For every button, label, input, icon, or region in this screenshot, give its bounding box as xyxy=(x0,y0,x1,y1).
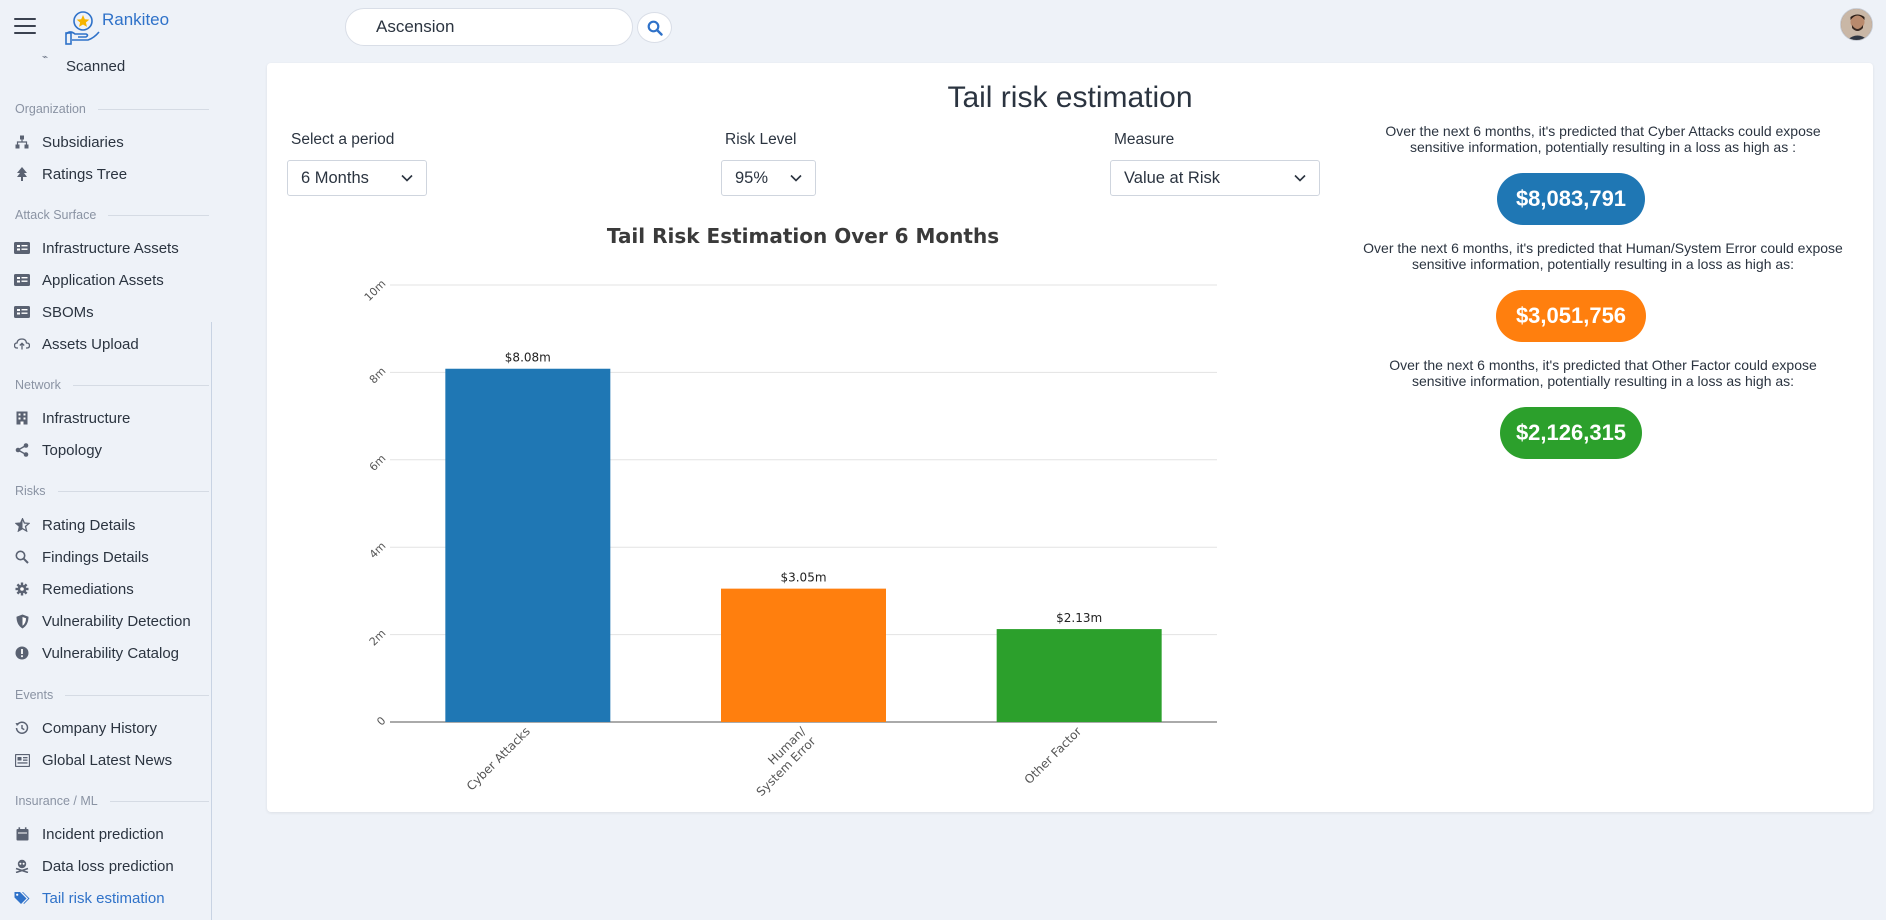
cloud-upload-icon xyxy=(14,336,30,352)
app-name: Rankiteo xyxy=(102,10,170,29)
app-logo[interactable]: Rankiteo xyxy=(64,6,174,48)
prediction-text-other-factor: Over the next 6 months, it's predicted t… xyxy=(1389,357,1817,389)
section-events: Events xyxy=(15,688,209,702)
period-select[interactable]: 6 Months xyxy=(287,160,427,196)
period-value: 6 Months xyxy=(301,168,369,187)
sidebar-item-infrastructure[interactable]: Infrastructure xyxy=(14,406,130,430)
prediction-amount-cyber-attacks: $8,083,791 xyxy=(1497,173,1645,225)
logo-icon xyxy=(65,11,100,45)
search-icon xyxy=(647,20,663,36)
list-card-icon xyxy=(14,304,30,320)
sidebar-item-tail-risk-estimation[interactable]: Tail risk estimation xyxy=(14,886,165,910)
sidebar-item-application-assets[interactable]: Application Assets xyxy=(14,268,164,292)
prediction-text-human-system-error: Over the next 6 months, it's predicted t… xyxy=(1363,240,1843,272)
risk-level-select[interactable]: 95% xyxy=(721,160,816,196)
sidebar-item-findings-details[interactable]: Findings Details xyxy=(14,545,149,569)
sidebar-item-infrastructure-assets[interactable]: Infrastructure Assets xyxy=(14,236,179,260)
y-tick-label: 10m xyxy=(362,277,389,304)
x-tick-label: Cyber Attacks xyxy=(464,724,533,793)
sidebar-item-data-loss-prediction[interactable]: Data loss prediction xyxy=(14,854,174,878)
section-network: Network xyxy=(15,378,209,392)
sidebar-item-topology[interactable]: Topology xyxy=(14,438,102,462)
section-attack-surface: Attack Surface xyxy=(15,208,209,222)
data-label: $3.05m xyxy=(780,571,826,585)
y-tick-label: 2m xyxy=(367,627,389,649)
prediction-text-cyber-attacks: Over the next 6 months, it's predicted t… xyxy=(1385,123,1821,155)
data-label: $8.08m xyxy=(505,351,551,365)
magnifier-icon xyxy=(14,549,30,565)
measure-value: Value at Risk xyxy=(1124,168,1220,187)
gear-icon xyxy=(14,581,30,597)
building-icon xyxy=(14,410,30,426)
x-tick-label: Other Factor xyxy=(1022,724,1085,787)
skull-crossbones-icon xyxy=(14,858,30,874)
section-insurance-ml: Insurance / ML xyxy=(15,794,209,808)
chart-title: Tail Risk Estimation Over 6 Months xyxy=(607,224,999,248)
alert-circle-icon xyxy=(14,645,30,661)
history-icon xyxy=(14,720,30,736)
newspaper-icon xyxy=(14,752,30,768)
sidebar-item-subsidiaries[interactable]: Subsidiaries xyxy=(14,130,124,154)
sidebar: ⌁ Scanned Organization Subsidiaries Rati… xyxy=(0,48,214,920)
period-label: Select a period xyxy=(291,131,395,148)
list-card-icon xyxy=(14,240,30,256)
share-icon xyxy=(14,442,30,458)
prediction-amount-other-factor: $2,126,315 xyxy=(1500,407,1642,459)
user-avatar[interactable] xyxy=(1840,8,1873,41)
sidebar-item-ratings-tree[interactable]: Ratings Tree xyxy=(14,162,127,186)
chevron-down-icon xyxy=(401,174,413,182)
y-tick-label: 6m xyxy=(367,452,389,474)
search-button[interactable] xyxy=(637,12,672,43)
bar xyxy=(445,368,611,722)
risk-level-label: Risk Level xyxy=(725,131,797,148)
scan-icon: ⌁ xyxy=(42,52,49,63)
sidebar-item-company-history[interactable]: Company History xyxy=(14,716,157,740)
search-input[interactable] xyxy=(345,8,633,46)
tags-icon xyxy=(14,890,30,906)
sidebar-item-remediations[interactable]: Remediations xyxy=(14,577,134,601)
y-tick-label: 4m xyxy=(367,539,389,561)
sidebar-item-vulnerability-detection[interactable]: Vulnerability Detection xyxy=(14,609,191,633)
data-label: $2.13m xyxy=(1056,611,1102,625)
page-title: Tail risk estimation xyxy=(947,81,1193,114)
calendar-icon xyxy=(14,826,30,842)
prediction-amount-human-system-error: $3,051,756 xyxy=(1496,290,1646,342)
sidebar-scroll-track xyxy=(211,322,212,920)
tree-icon xyxy=(14,166,30,182)
measure-select[interactable]: Value at Risk xyxy=(1110,160,1320,196)
shield-icon xyxy=(14,613,30,629)
chevron-down-icon xyxy=(1294,174,1306,182)
list-card-icon xyxy=(14,272,30,288)
bar xyxy=(996,629,1162,722)
tail-risk-card: Tail risk estimation Select a period 6 M… xyxy=(267,63,1873,812)
tail-risk-bar-chart: Tail Risk Estimation Over 6 Months 0 2m 4m 6… xyxy=(362,224,1217,799)
x-tick-label: Human/System Error xyxy=(744,724,819,799)
measure-label: Measure xyxy=(1114,131,1175,148)
section-organization: Organization xyxy=(15,102,209,116)
menu-toggle-icon[interactable] xyxy=(14,18,36,34)
sidebar-item-rating-details[interactable]: Rating Details xyxy=(14,513,135,537)
sidebar-item-assets-upload[interactable]: Assets Upload xyxy=(14,332,139,356)
y-tick-label: 8m xyxy=(367,365,389,387)
risk-level-value: 95% xyxy=(735,168,769,187)
sidebar-item-sboms[interactable]: SBOMs xyxy=(14,300,94,324)
chevron-down-icon xyxy=(790,174,802,182)
sidebar-item-global-latest-news[interactable]: Global Latest News xyxy=(14,748,172,772)
sidebar-item-incident-prediction[interactable]: Incident prediction xyxy=(14,822,164,846)
section-risks: Risks xyxy=(15,484,209,498)
star-half-icon xyxy=(14,517,30,533)
y-tick-label: 0 xyxy=(374,714,388,728)
bar xyxy=(721,588,886,722)
sitemap-icon xyxy=(14,134,30,150)
sidebar-item-vulnerability-catalog[interactable]: Vulnerability Catalog xyxy=(14,641,179,665)
sidebar-item-scanned[interactable]: Scanned xyxy=(66,58,126,75)
